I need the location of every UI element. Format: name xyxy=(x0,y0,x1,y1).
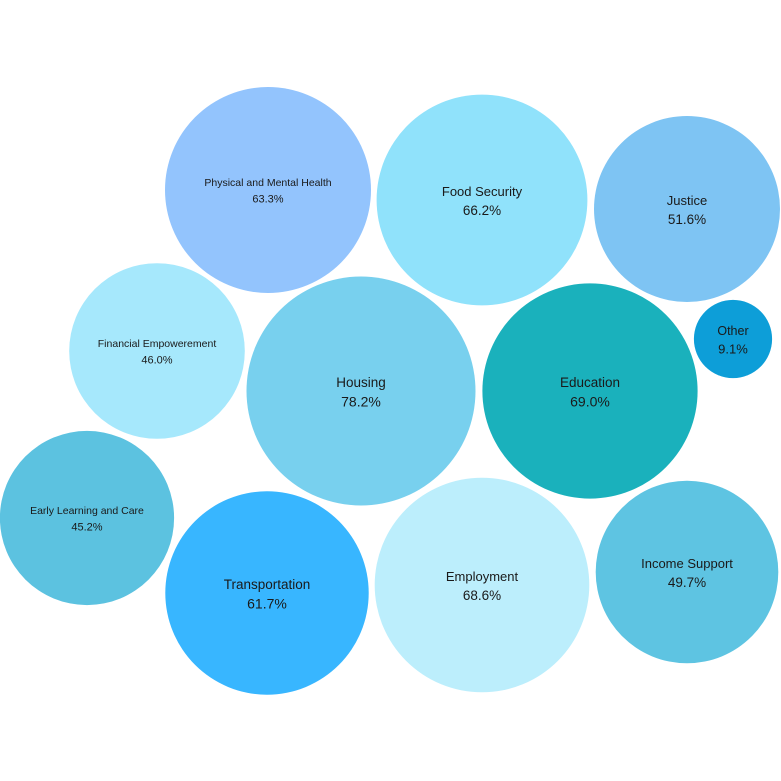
bubble-value-label: 46.0% xyxy=(141,355,172,367)
bubble-value-label: 49.7% xyxy=(668,575,706,590)
bubble-name-label: Education xyxy=(560,375,620,390)
bubble-value-label: 45.2% xyxy=(71,522,102,534)
bubble-circle xyxy=(595,480,779,664)
bubbles-group: Physical and Mental Health 63.3% Food Secu… xyxy=(0,87,780,695)
bubble-physical-and-mental-health: Physical and Mental Health 63.3% xyxy=(165,87,371,293)
bubble-value-label: 61.7% xyxy=(247,596,287,612)
bubble-circle xyxy=(594,116,780,302)
bubble-value-label: 69.0% xyxy=(570,394,610,410)
bubble-value-label: 66.2% xyxy=(463,203,501,218)
bubble-education: Education 69.0% xyxy=(482,283,698,499)
bubble-financial-empowerement: Financial Empowerement 46.0% xyxy=(69,263,245,439)
bubble-name-label: Financial Empowerement xyxy=(98,338,217,350)
bubble-name-label: Other xyxy=(717,324,748,338)
bubble-name-label: Early Learning and Care xyxy=(30,505,144,517)
bubble-food-security: Food Security 66.2% xyxy=(376,94,588,306)
bubble-justice: Justice 51.6% xyxy=(594,116,780,302)
bubble-value-label: 68.6% xyxy=(463,588,501,603)
bubble-value-label: 9.1% xyxy=(718,342,748,357)
bubble-value-label: 78.2% xyxy=(341,394,381,410)
bubble-transportation: Transportation 61.7% xyxy=(165,491,369,695)
bubble-name-label: Justice xyxy=(667,193,707,208)
bubble-circle xyxy=(376,94,588,306)
bubble-circle xyxy=(246,276,476,506)
bubble-name-label: Income Support xyxy=(641,556,733,571)
bubble-circle xyxy=(0,430,175,606)
bubble-value-label: 51.6% xyxy=(668,212,706,227)
bubble-name-label: Housing xyxy=(336,375,386,390)
bubble-income-support: Income Support 49.7% xyxy=(595,480,779,664)
bubble-name-label: Transportation xyxy=(224,577,311,592)
bubble-circle xyxy=(165,491,369,695)
bubble-circle xyxy=(374,477,590,693)
bubble-circle xyxy=(693,299,773,379)
bubble-circle xyxy=(69,263,245,439)
bubble-housing: Housing 78.2% xyxy=(246,276,476,506)
bubble-circle xyxy=(482,283,698,499)
bubble-early-learning-and-care: Early Learning and Care 45.2% xyxy=(0,430,175,606)
bubble-other: Other 9.1% xyxy=(693,299,773,379)
bubble-name-label: Food Security xyxy=(442,184,523,199)
bubble-name-label: Employment xyxy=(446,569,519,584)
bubble-value-label: 63.3% xyxy=(252,194,283,206)
bubble-name-label: Physical and Mental Health xyxy=(204,177,331,189)
bubble-circle xyxy=(165,87,371,293)
bubble-employment: Employment 68.6% xyxy=(374,477,590,693)
